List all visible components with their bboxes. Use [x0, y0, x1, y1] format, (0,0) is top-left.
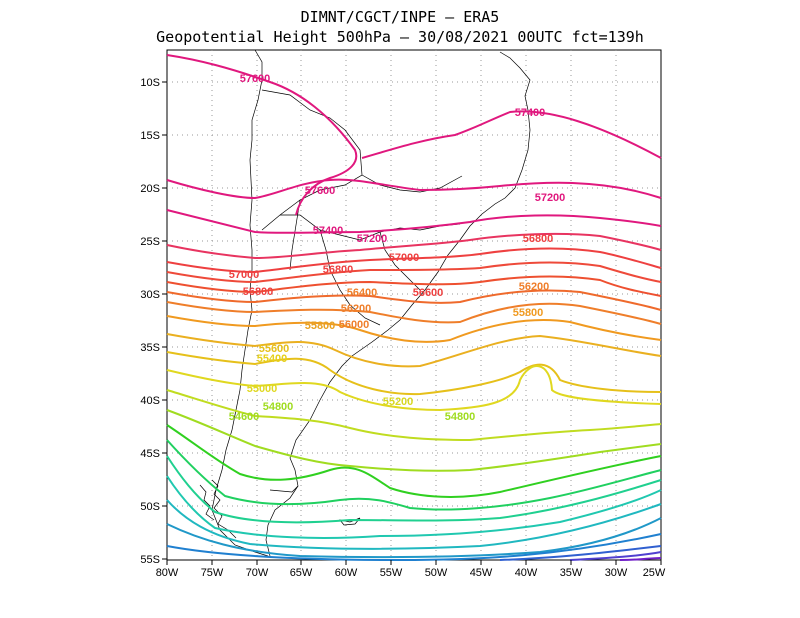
contour-label: 57000 [229, 269, 260, 281]
contour-label: 56200 [519, 281, 550, 293]
contour-labels: 57600 57400 57600 57200 57400 57200 5680… [229, 73, 566, 423]
contour-label: 55800 [305, 320, 336, 332]
y-tick-label: 25S [140, 236, 160, 248]
x-tick-label: 80W [156, 567, 179, 579]
contour-label: 57400 [313, 225, 344, 237]
y-tick-label: 15S [140, 130, 160, 142]
x-tick-label: 60W [335, 567, 358, 579]
contour-label: 56800 [523, 233, 554, 245]
contour-label: 56800 [243, 286, 274, 298]
y-tick-label: 55S [140, 554, 160, 566]
contour-label: 56200 [341, 303, 372, 315]
contour-label: 55400 [257, 353, 288, 365]
south-america-outline [199, 49, 531, 557]
x-tick-label: 75W [201, 567, 224, 579]
contour-label: 56800 [323, 264, 354, 276]
x-tick-label: 45W [470, 567, 493, 579]
x-tick-label: 35W [560, 567, 583, 579]
contour-label: 57600 [305, 185, 336, 197]
y-axis: 10S 15S 20S 25S 30S 35S 40S 45S 50S 55S [140, 77, 167, 566]
contour-label: 55800 [513, 307, 544, 319]
x-tick-label: 40W [515, 567, 538, 579]
contour-label: 57400 [515, 107, 546, 119]
contour-label: 54800 [263, 401, 294, 413]
x-tick-label: 55W [380, 567, 403, 579]
x-tick-label: 65W [290, 567, 313, 579]
x-tick-label: 50W [425, 567, 448, 579]
contour-label: 54800 [445, 411, 476, 423]
x-tick-label: 25W [643, 567, 666, 579]
y-tick-label: 45S [140, 448, 160, 460]
y-tick-label: 20S [140, 183, 160, 195]
contour-label: 57200 [357, 233, 388, 245]
contour-label: 55200 [383, 396, 414, 408]
contour-label: 55000 [247, 383, 278, 395]
contour-label: 57600 [240, 73, 271, 85]
plot-frame [166, 49, 662, 561]
contour-label: 56400 [347, 287, 378, 299]
contour-label: 56000 [339, 319, 370, 331]
y-tick-label: 40S [140, 395, 160, 407]
y-tick-label: 50S [140, 501, 160, 513]
contour-label: 57000 [389, 252, 420, 264]
x-tick-label: 70W [246, 567, 269, 579]
y-tick-label: 35S [140, 342, 160, 354]
title-line-1: DIMNT/CGCT/INPE – ERA5 [301, 8, 500, 26]
x-axis: 80W 75W 70W 65W 60W 55W 50W 45W 40W 35W … [156, 560, 666, 579]
y-tick-label: 30S [140, 289, 160, 301]
y-tick-label: 10S [140, 77, 160, 89]
contour-label: 57200 [535, 192, 566, 204]
x-tick-label: 30W [605, 567, 628, 579]
contour-label: 54600 [229, 411, 260, 423]
contour-label: 55600 [259, 343, 290, 355]
height-contours [166, 54, 662, 562]
contour-label: 56600 [413, 287, 444, 299]
title-line-2: Geopotential Height 500hPa – 30/08/2021 … [156, 28, 644, 46]
